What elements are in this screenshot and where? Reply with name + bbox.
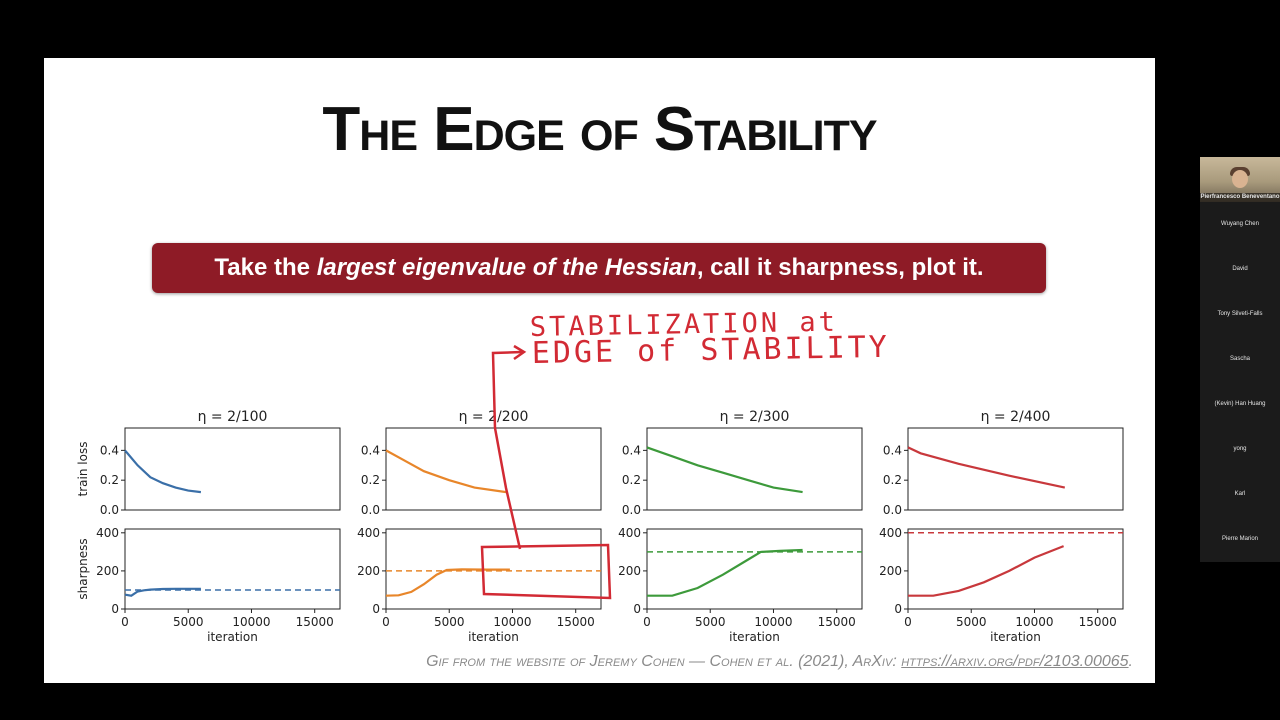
y-tick-label: 0	[894, 602, 902, 616]
x-tick-label: 15000	[1079, 615, 1117, 629]
y-tick-label: 0.4	[883, 443, 902, 457]
x-tick-label: 10000	[232, 615, 270, 629]
x-axis-label: iteration	[468, 630, 519, 644]
y-tick-label: 0.2	[361, 473, 380, 487]
series-line	[385, 449, 507, 494]
plot-frame	[124, 528, 341, 610]
plot-frame	[907, 528, 1124, 610]
participant-tile[interactable]: (Kevin) Han Huang	[1214, 401, 1266, 407]
series-line	[907, 446, 1066, 489]
plot-frame	[907, 427, 1124, 511]
y-tick-label: 0.0	[622, 503, 641, 517]
x-tick-label: 10000	[493, 615, 531, 629]
plot-title: η = 2/100	[198, 409, 268, 425]
x-tick-label: 0	[904, 615, 912, 629]
y-tick-label: 0.0	[361, 503, 380, 517]
y-tick-label: 400	[96, 526, 119, 540]
participant-tile[interactable]: yong	[1233, 446, 1247, 452]
plot-frame	[646, 427, 863, 511]
y-tick-label: 0	[633, 602, 641, 616]
series-line	[385, 568, 510, 597]
banner-text-post: , call it sharpness, plot it.	[696, 254, 984, 281]
participant-tile[interactable]: Wuyang Chen	[1221, 221, 1259, 227]
x-tick-label: 15000	[818, 615, 856, 629]
participant-tile[interactable]: Pierre Marion	[1221, 536, 1258, 542]
x-tick-label: 10000	[1015, 615, 1053, 629]
y-tick-label: 0.0	[883, 503, 902, 517]
x-tick-label: 0	[643, 615, 651, 629]
y-tick-label: 200	[96, 564, 119, 578]
participant-gallery: Pierfrancesco Beneventano Wuyang Chen Da…	[1200, 157, 1280, 562]
y-tick-label: 0.4	[622, 443, 641, 457]
y-tick-label: 400	[357, 526, 380, 540]
plot-title: η = 2/400	[981, 409, 1051, 425]
y-axis-label: train loss	[76, 442, 90, 497]
slide-title: The Edge of Stability	[322, 95, 877, 164]
plot-title: η = 2/300	[720, 409, 790, 425]
x-tick-label: 5000	[695, 615, 726, 629]
plot-frame	[646, 528, 863, 610]
y-tick-label: 0.2	[100, 473, 119, 487]
y-axis-label: sharpness	[76, 538, 90, 599]
participant-tile[interactable]: Sascha	[1229, 356, 1250, 362]
participant-tile[interactable]: Tony Silveti-Falls	[1217, 311, 1263, 317]
x-tick-label: 0	[121, 615, 129, 629]
series-line	[647, 548, 803, 597]
x-axis-label: iteration	[207, 630, 258, 644]
y-tick-label: 200	[357, 564, 380, 578]
x-tick-label: 0	[382, 615, 390, 629]
slide: The Edge of Stability Take the largest e…	[44, 58, 1155, 683]
x-tick-label: 5000	[173, 615, 204, 629]
series-line	[646, 446, 803, 494]
y-tick-label: 0.4	[100, 443, 119, 457]
x-tick-label: 15000	[296, 615, 334, 629]
y-tick-label: 200	[879, 564, 902, 578]
x-tick-label: 15000	[557, 615, 595, 629]
series-line	[908, 545, 1065, 597]
participant-tile[interactable]: Karl	[1234, 491, 1246, 497]
slide-banner: Take the largest eigenvalue of the Hessi…	[152, 243, 1046, 293]
y-tick-label: 0.2	[622, 473, 641, 487]
y-tick-label: 200	[618, 564, 641, 578]
participant-tile[interactable]: David	[1232, 266, 1248, 272]
slide-footer: Gif from the website of Jeremy Cohen — C…	[426, 653, 1133, 671]
y-tick-label: 0	[372, 602, 380, 616]
y-tick-label: 0.0	[100, 503, 119, 517]
charts-grid: η = 2/100 0.0 0.2 0.4 train loss 0 200 400 sharp…	[76, 409, 1124, 644]
banner-text-pre: Take the	[214, 254, 317, 281]
x-axis-label: iteration	[990, 630, 1041, 644]
footer-text: Gif from the website of Jeremy Cohen — C…	[426, 653, 902, 670]
y-tick-label: 0.4	[361, 443, 380, 457]
banner-text-emph: largest eigenvalue of the Hessian	[316, 254, 697, 281]
participant-face	[1232, 170, 1248, 188]
series-line	[124, 449, 202, 494]
y-tick-label: 400	[879, 526, 902, 540]
plot-title: η = 2/200	[459, 409, 529, 425]
participant-name: Pierfrancesco Beneventano	[1200, 193, 1280, 202]
series-line	[124, 587, 201, 597]
y-tick-label: 0	[111, 602, 119, 616]
plot-frame	[124, 427, 341, 511]
y-tick-label: 400	[618, 526, 641, 540]
y-tick-label: 0.2	[883, 473, 902, 487]
x-tick-label: 5000	[956, 615, 987, 629]
footer-link[interactable]: https://arxiv.org/pdf/2103.00065	[901, 653, 1129, 670]
x-tick-label: 5000	[434, 615, 465, 629]
x-tick-label: 10000	[754, 615, 792, 629]
x-axis-label: iteration	[729, 630, 780, 644]
participant-tile-video[interactable]: Pierfrancesco Beneventano	[1200, 157, 1280, 202]
footer-end: .	[1128, 653, 1133, 670]
